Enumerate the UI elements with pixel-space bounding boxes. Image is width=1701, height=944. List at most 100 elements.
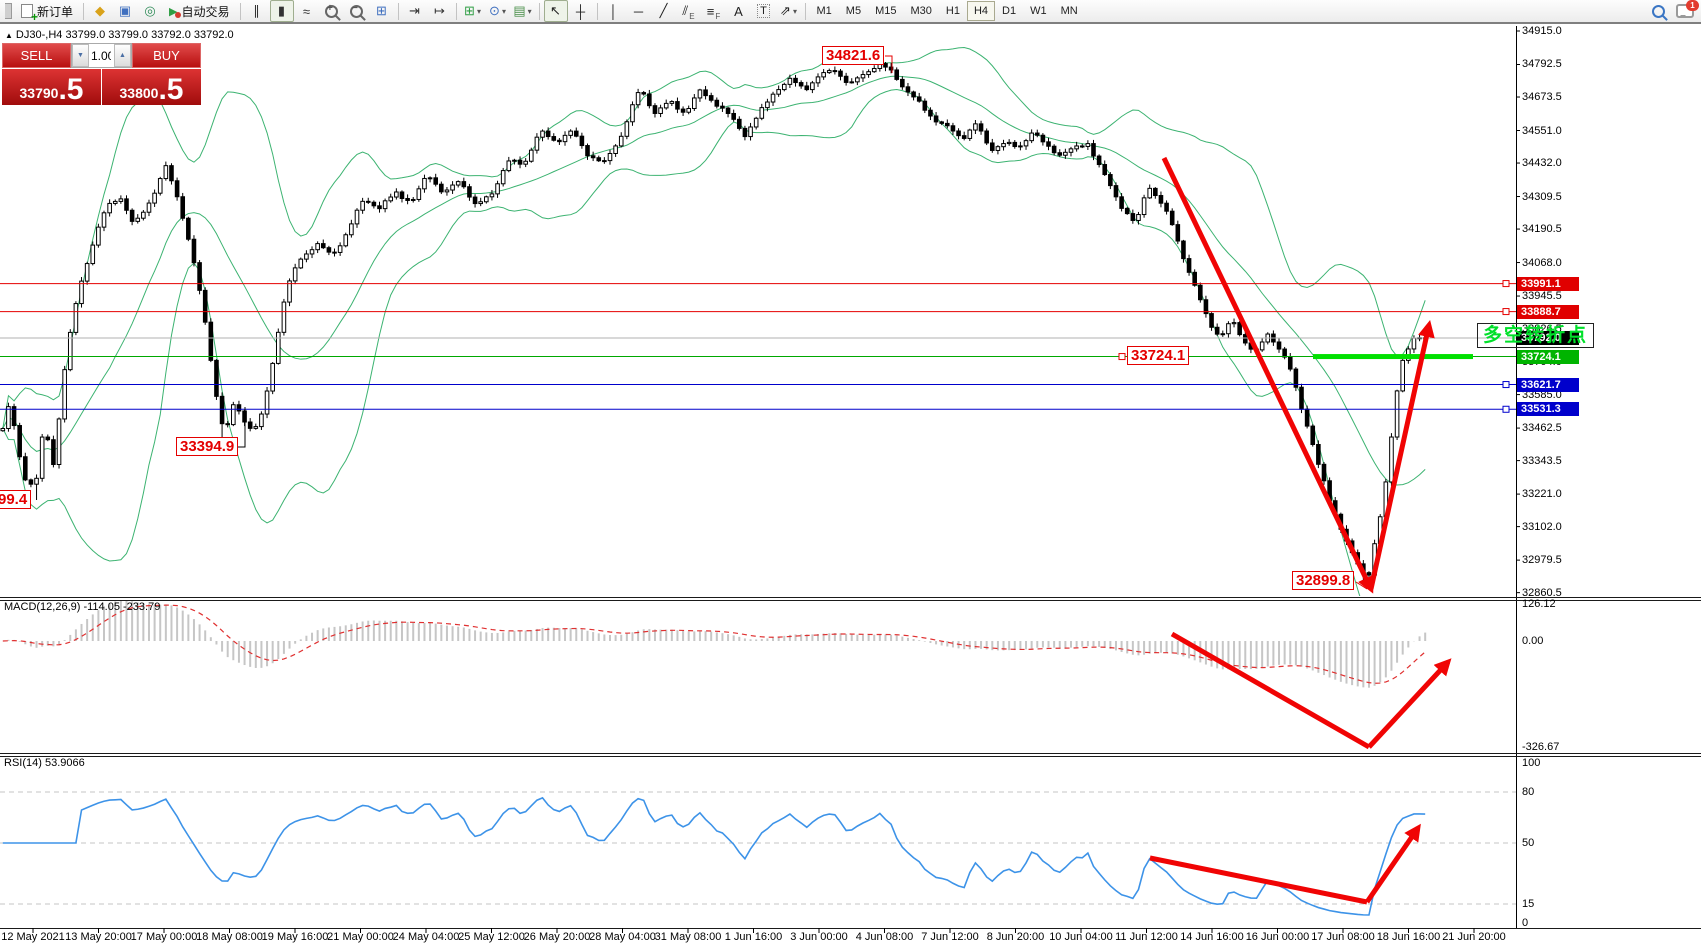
vertical-line-icon[interactable]: │ bbox=[609, 3, 618, 19]
axis-price-label-33888.7: 33888.7 bbox=[1517, 304, 1579, 319]
axis-price-label-33792.0: 33792.0 bbox=[1517, 330, 1579, 345]
price-tick-33102.0: 33102.0 bbox=[1522, 520, 1562, 533]
text-icon[interactable]: A bbox=[734, 3, 743, 19]
macd-down-arrow[interactable] bbox=[1170, 631, 1371, 750]
line-chart-icon[interactable]: ≈ bbox=[302, 3, 311, 19]
trend-down-arrow[interactable] bbox=[1161, 156, 1374, 594]
chart-shift-icon[interactable]: ↦ bbox=[434, 3, 445, 18]
auto-scroll-icon[interactable]: ⇥ bbox=[409, 3, 420, 18]
timeframe-mn[interactable]: MN bbox=[1060, 5, 1078, 17]
time-label: 17 Jun 08:00 bbox=[1311, 931, 1375, 943]
new-chart-icon[interactable]: ⊞ ▾ bbox=[464, 3, 481, 18]
fibonacci-icon[interactable]: ≡ F bbox=[706, 3, 721, 22]
volume-input[interactable] bbox=[89, 44, 114, 67]
candlestick-icon[interactable]: ▮ bbox=[269, 0, 294, 22]
time-label: 26 May 20:00 bbox=[523, 931, 591, 943]
time-label: 18 Jun 16:00 bbox=[1376, 931, 1441, 943]
data-window-icon[interactable]: ▣ bbox=[118, 3, 132, 18]
price-callout-33394.9[interactable]: 33394.9 bbox=[176, 437, 239, 456]
time-label: 11 Jun 12:00 bbox=[1115, 931, 1178, 943]
timeframe-m15[interactable]: M15 bbox=[875, 5, 897, 17]
zoom-in-icon[interactable]: + bbox=[320, 0, 344, 22]
toolbar-separator bbox=[83, 2, 85, 20]
horizontal-line-icon[interactable]: ─ bbox=[633, 3, 644, 19]
periods-icon[interactable]: ⊙ ▾ bbox=[489, 3, 506, 18]
timeframe-m30[interactable]: M30 bbox=[910, 5, 932, 17]
price-tick-33585.0: 33585.0 bbox=[1522, 388, 1562, 401]
rsi-pane bbox=[0, 791, 1516, 916]
price-callout-34821.6[interactable]: 34821.6 bbox=[822, 46, 885, 65]
timeframe-w1[interactable]: W1 bbox=[1030, 5, 1047, 17]
price-tick-34068.0: 34068.0 bbox=[1522, 256, 1562, 269]
toolbar-separator bbox=[804, 2, 806, 20]
bar-chart-icon[interactable]: ∥ bbox=[253, 3, 260, 18]
buy-price-display[interactable]: 33800.5 bbox=[102, 69, 201, 105]
price-callout-99.4[interactable]: 99.4 bbox=[0, 490, 32, 509]
new-order-button[interactable]: 新订单 bbox=[15, 1, 79, 24]
price-tick-33945.5: 33945.5 bbox=[1522, 290, 1562, 303]
time-label: 19 May 16:00 bbox=[261, 931, 329, 943]
market-watch-icon[interactable]: ◆ bbox=[95, 3, 106, 18]
zoom-out-icon[interactable]: − bbox=[345, 0, 369, 22]
volume-increase-button[interactable]: ▲ bbox=[114, 44, 131, 67]
axis-price-label-33621.7: 33621.7 bbox=[1517, 377, 1579, 392]
rsi-down-arrow[interactable] bbox=[1149, 855, 1368, 905]
price-callout-33724.1[interactable]: 33724.1 bbox=[1127, 346, 1190, 365]
one-click-trading-panel: SELL ▼ ▲ BUY 33790.5 33800.5 bbox=[2, 43, 201, 105]
macd-indicator-label: MACD(12,26,9) -114.05 -233.79 bbox=[4, 601, 161, 613]
price-tick-34309.5: 34309.5 bbox=[1522, 190, 1562, 203]
bollinger-upper-band bbox=[2, 46, 1426, 429]
autotrade-button-label: 自动交易 bbox=[181, 4, 230, 19]
cursor-icon[interactable]: ↖ bbox=[543, 0, 568, 22]
shapes-icon[interactable]: ⇗ ▾ bbox=[780, 3, 797, 18]
buy-button[interactable]: BUY bbox=[132, 43, 201, 68]
volume-decrease-button[interactable]: ▼ bbox=[72, 44, 89, 67]
timeframe-group: M1 M5 M15 M30 H1 H4 D1 W1 MN bbox=[810, 1, 1085, 21]
time-label: 14 Jun 16:00 bbox=[1180, 931, 1244, 943]
trendline-icon[interactable]: ╱ bbox=[659, 3, 668, 18]
signal-icon[interactable]: ◎ bbox=[144, 3, 156, 18]
price-tick-33462.5: 33462.5 bbox=[1522, 422, 1562, 435]
time-label: 18 May 08:00 bbox=[196, 931, 263, 943]
equidistant-channel-icon[interactable]: ⫽ E bbox=[682, 3, 695, 21]
rsi-up-arrow[interactable] bbox=[1364, 823, 1421, 904]
autotrade-button[interactable]: ▶ 自动交易 bbox=[163, 1, 235, 21]
time-label: 21 Jun 20:00 bbox=[1442, 931, 1506, 943]
time-label: 7 Jun 12:00 bbox=[921, 931, 979, 943]
line-handle[interactable] bbox=[1118, 353, 1126, 361]
turning-point-annotation[interactable]: 多空转折点 bbox=[1477, 323, 1595, 348]
trend-up-arrow[interactable] bbox=[1368, 320, 1435, 590]
rsi-tick-0: 0 bbox=[1522, 917, 1529, 929]
timeframe-h1[interactable]: H1 bbox=[945, 5, 960, 17]
timeframe-h4[interactable]: H4 bbox=[966, 1, 995, 21]
templates-icon[interactable]: ▤ ▾ bbox=[513, 3, 532, 18]
toolbar-separator bbox=[455, 2, 457, 20]
time-label: 12 May 2021 bbox=[1, 931, 65, 943]
chat-icon[interactable]: 1 bbox=[1671, 0, 1699, 22]
line-handle[interactable] bbox=[1502, 308, 1510, 316]
search-icon[interactable] bbox=[1646, 0, 1670, 22]
price-tick-34673.5: 34673.5 bbox=[1522, 91, 1562, 104]
timeframe-m1[interactable]: M1 bbox=[816, 5, 832, 17]
sell-price-display[interactable]: 33790.5 bbox=[2, 69, 101, 105]
line-handle[interactable] bbox=[1502, 381, 1510, 389]
collapse-triangle-icon[interactable]: ▲ bbox=[5, 31, 13, 40]
timeframe-d1[interactable]: D1 bbox=[1002, 5, 1017, 17]
sell-button[interactable]: SELL bbox=[2, 43, 71, 68]
buy-price-pips: .5 bbox=[158, 73, 184, 106]
line-handle[interactable] bbox=[1502, 280, 1510, 288]
cropped-icon[interactable] bbox=[2, 0, 14, 22]
toolbar-separator bbox=[397, 2, 399, 20]
text-label-icon[interactable]: T bbox=[752, 0, 776, 22]
timeframe-m5[interactable]: M5 bbox=[845, 5, 862, 17]
toolbar-separator bbox=[538, 2, 540, 20]
price-callout-32899.8[interactable]: 32899.8 bbox=[1292, 571, 1355, 590]
tile-windows-icon[interactable]: ⊞ bbox=[376, 3, 387, 18]
macd-up-arrow[interactable] bbox=[1367, 658, 1452, 749]
support-level-bar[interactable] bbox=[1313, 354, 1473, 360]
crosshair-icon[interactable]: ┼ bbox=[575, 3, 586, 19]
macd-tick-126.12: 126.12 bbox=[1522, 598, 1556, 610]
bollinger-middle-band bbox=[2, 75, 1426, 486]
axis-price-label-33531.3: 33531.3 bbox=[1517, 402, 1579, 417]
line-handle[interactable] bbox=[1502, 405, 1510, 413]
